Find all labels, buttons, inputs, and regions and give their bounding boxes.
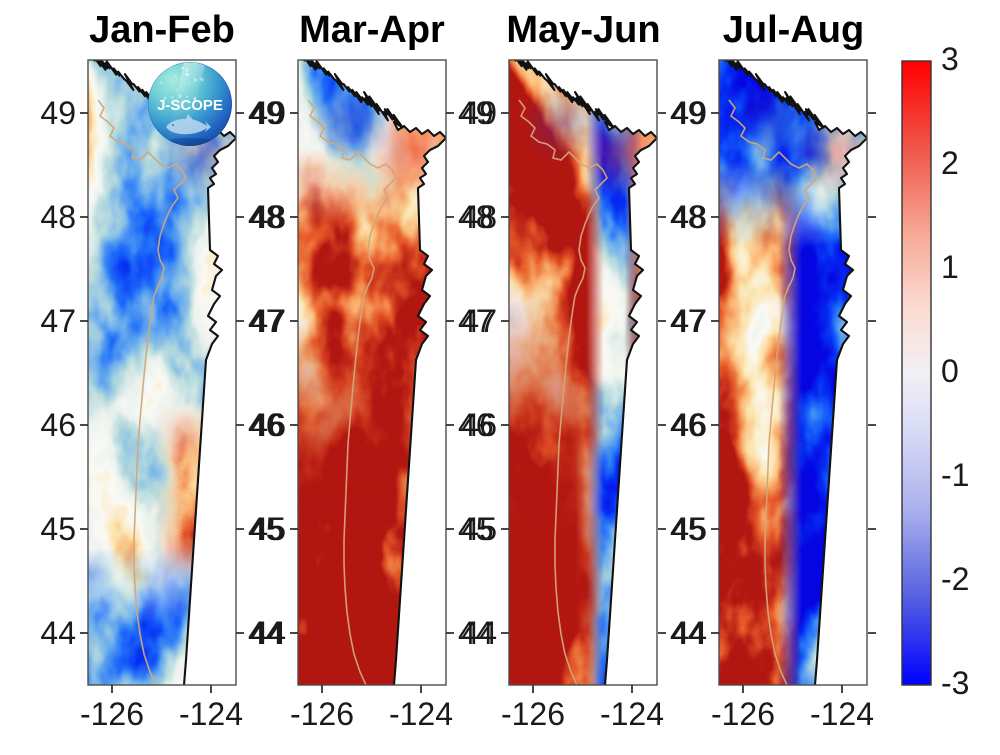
svg-text:47: 47 [671, 303, 707, 339]
svg-text:48: 48 [250, 199, 286, 235]
svg-text:Mar-Apr: Mar-Apr [299, 9, 445, 51]
svg-text:47: 47 [40, 303, 76, 339]
svg-text:48: 48 [40, 199, 76, 235]
svg-text:2: 2 [941, 145, 959, 181]
svg-text:-126: -126 [501, 696, 565, 732]
svg-text:44: 44 [671, 615, 707, 651]
svg-text:Jan-Feb: Jan-Feb [89, 9, 235, 51]
svg-text:-126: -126 [80, 696, 144, 732]
svg-text:-124: -124 [600, 696, 664, 732]
svg-text:44: 44 [40, 615, 76, 651]
svg-text:46: 46 [250, 407, 286, 443]
svg-text:45: 45 [671, 511, 707, 547]
svg-text:45: 45 [40, 511, 76, 547]
svg-text:0: 0 [941, 353, 959, 389]
svg-text:48: 48 [461, 199, 497, 235]
svg-text:49: 49 [250, 95, 286, 131]
svg-text:49: 49 [40, 95, 76, 131]
svg-text:49: 49 [461, 95, 497, 131]
svg-text:3: 3 [941, 41, 959, 77]
svg-text:-2: -2 [941, 561, 969, 597]
svg-text:46: 46 [461, 407, 497, 443]
svg-text:-126: -126 [290, 696, 354, 732]
svg-text:45: 45 [461, 511, 497, 547]
svg-text:Jul-Aug: Jul-Aug [723, 9, 864, 51]
svg-text:-124: -124 [179, 696, 243, 732]
svg-text:-124: -124 [810, 696, 874, 732]
svg-text:44: 44 [461, 615, 497, 651]
svg-text:-126: -126 [711, 696, 775, 732]
svg-text:48: 48 [671, 199, 707, 235]
svg-text:May-Jun: May-Jun [506, 9, 660, 51]
svg-text:46: 46 [40, 407, 76, 443]
svg-text:47: 47 [250, 303, 286, 339]
svg-text:-1: -1 [941, 457, 969, 493]
svg-text:44: 44 [250, 615, 286, 651]
svg-text:J-SCOPE: J-SCOPE [157, 97, 223, 114]
svg-text:45: 45 [250, 511, 286, 547]
svg-text:-3: -3 [941, 665, 969, 701]
svg-text:47: 47 [461, 303, 497, 339]
svg-text:49: 49 [671, 95, 707, 131]
svg-text:1: 1 [941, 249, 959, 285]
svg-text:-124: -124 [389, 696, 453, 732]
svg-text:46: 46 [671, 407, 707, 443]
